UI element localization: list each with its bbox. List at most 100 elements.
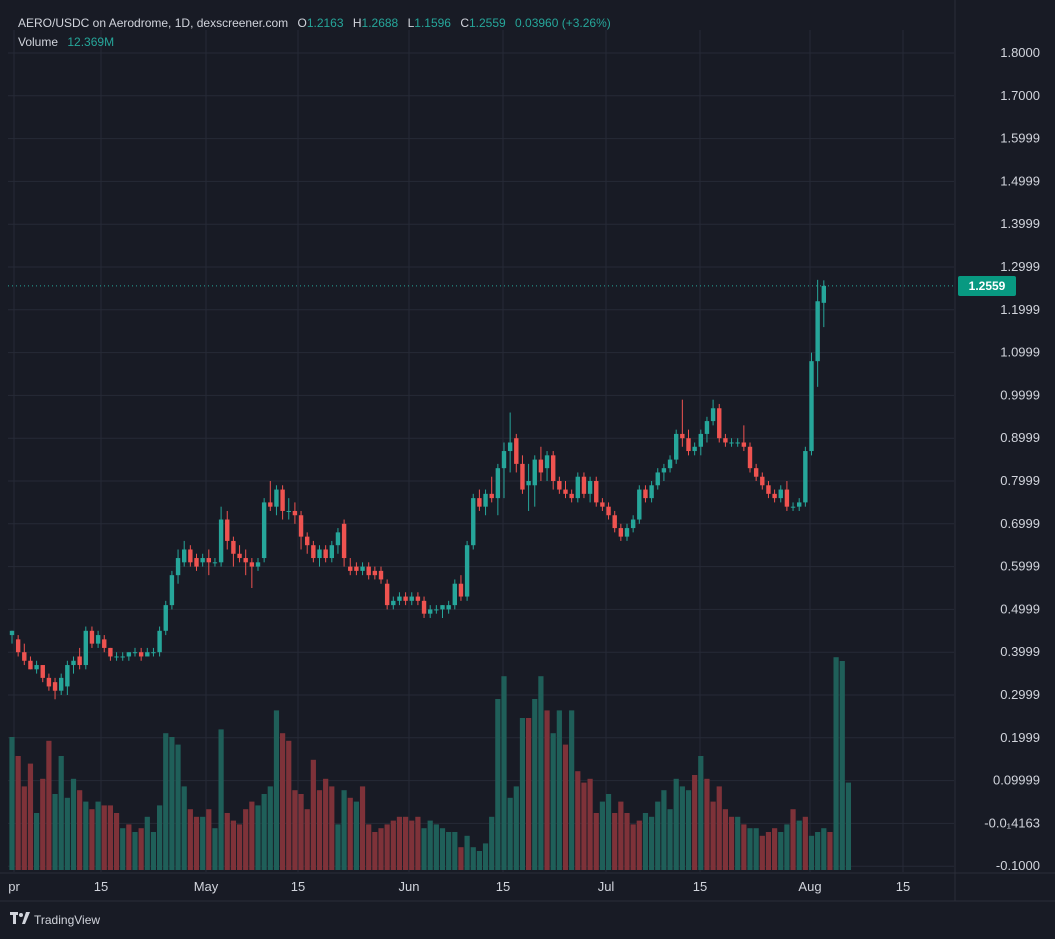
volume-bar bbox=[286, 740, 292, 870]
candle-body bbox=[581, 476, 587, 494]
price-axis[interactable]: 1.8000 1.7000 1.5999 1.4999 1.3999 1.2999 1.19… bbox=[984, 45, 1040, 873]
candle bbox=[674, 429, 679, 464]
candle bbox=[335, 528, 341, 554]
candle bbox=[821, 280, 826, 328]
candle bbox=[366, 562, 371, 580]
candle-body bbox=[175, 558, 181, 576]
candle-body bbox=[428, 609, 433, 614]
candle bbox=[384, 579, 390, 610]
volume-bar bbox=[212, 828, 218, 870]
candle-body bbox=[803, 451, 808, 503]
candle-body bbox=[612, 515, 617, 529]
candle bbox=[710, 399, 716, 426]
candle-body bbox=[298, 515, 304, 537]
volume-bar bbox=[446, 832, 452, 870]
volume-bar bbox=[716, 786, 722, 870]
volume-bar bbox=[280, 733, 286, 870]
candle bbox=[489, 476, 494, 503]
volume-label[interactable]: Volume bbox=[18, 35, 59, 49]
volume-bar bbox=[175, 744, 181, 870]
candle-body bbox=[120, 656, 125, 658]
candle-body bbox=[655, 472, 660, 486]
volume-bar bbox=[753, 828, 759, 870]
volume-bar bbox=[138, 828, 144, 870]
volume-bar bbox=[501, 676, 507, 870]
candle bbox=[551, 451, 556, 490]
price-tick-label: 0.1999 bbox=[1000, 730, 1040, 745]
time-tick-label: Aug bbox=[798, 879, 821, 894]
volume-bar bbox=[101, 805, 107, 870]
candle bbox=[120, 652, 125, 661]
candle bbox=[329, 540, 334, 563]
volume-bar bbox=[409, 820, 415, 870]
candle bbox=[194, 553, 199, 571]
candle-body bbox=[717, 408, 722, 439]
high-label: H bbox=[352, 16, 362, 30]
volume-bar bbox=[495, 699, 501, 870]
price-tick-label: 0.5999 bbox=[1000, 559, 1040, 574]
candle bbox=[132, 647, 138, 657]
candle-body bbox=[772, 493, 777, 499]
volume-bar bbox=[230, 820, 236, 870]
candle-body bbox=[34, 665, 39, 670]
volume-bar bbox=[538, 676, 544, 870]
volume-bar bbox=[181, 786, 187, 870]
volume-bar bbox=[833, 657, 839, 870]
volume-bar bbox=[489, 816, 495, 870]
candle bbox=[163, 600, 168, 636]
volume-bar bbox=[470, 847, 476, 870]
price-tick-label: 0.4999 bbox=[1000, 601, 1040, 616]
candle bbox=[102, 635, 107, 653]
symbol-title[interactable]: AERO/USDC on Aerodrome, 1D, dexscreener.… bbox=[18, 16, 289, 30]
candle bbox=[421, 596, 427, 618]
volume-bar bbox=[698, 756, 704, 870]
candle bbox=[372, 566, 378, 580]
candle-body bbox=[661, 468, 667, 473]
candle-body bbox=[138, 652, 144, 657]
candle-body bbox=[483, 493, 488, 507]
candle-body bbox=[440, 605, 445, 610]
change-value: 0.03960 (+3.26%) bbox=[515, 16, 611, 30]
volume-bar bbox=[372, 832, 378, 870]
time-axis[interactable]: pr 15 May 15 Jun 15 Jul 15 Aug 15 bbox=[0, 0, 1055, 902]
candle bbox=[415, 592, 421, 606]
candle-body bbox=[311, 545, 316, 559]
open-value: 1.2163 bbox=[306, 16, 344, 30]
close-value: 1.2559 bbox=[468, 16, 506, 30]
volume-bar bbox=[200, 816, 206, 870]
price-tick-label: 0.8999 bbox=[1000, 430, 1040, 445]
candle bbox=[624, 523, 630, 541]
volume-bar bbox=[267, 786, 273, 870]
candle bbox=[15, 635, 21, 657]
candle bbox=[268, 481, 273, 511]
candle bbox=[151, 647, 156, 657]
candle bbox=[292, 502, 298, 524]
volume-row: Volume 12.369M bbox=[18, 33, 611, 52]
candle bbox=[83, 626, 88, 670]
candle bbox=[815, 279, 820, 387]
volume-bar bbox=[661, 790, 667, 870]
candle-body bbox=[218, 519, 224, 563]
candle-body bbox=[501, 451, 507, 469]
candle-body bbox=[391, 600, 396, 606]
volume-bar bbox=[224, 813, 230, 870]
tradingview-brand[interactable]: TradingView bbox=[10, 912, 100, 927]
volume-bar bbox=[95, 801, 101, 870]
candle-body bbox=[790, 506, 796, 508]
volume-bar bbox=[452, 832, 458, 870]
volume-bar bbox=[34, 813, 40, 870]
candle bbox=[698, 429, 703, 456]
volume-bar bbox=[507, 797, 513, 870]
candle-body bbox=[710, 408, 716, 422]
volume-bar bbox=[77, 790, 83, 870]
candle bbox=[784, 481, 790, 511]
candle-body bbox=[71, 660, 76, 666]
candle-body bbox=[809, 361, 814, 452]
candle bbox=[59, 673, 64, 695]
candle-body bbox=[723, 438, 728, 443]
candle bbox=[563, 481, 568, 499]
candle bbox=[218, 506, 224, 567]
volume-bar bbox=[790, 809, 796, 870]
